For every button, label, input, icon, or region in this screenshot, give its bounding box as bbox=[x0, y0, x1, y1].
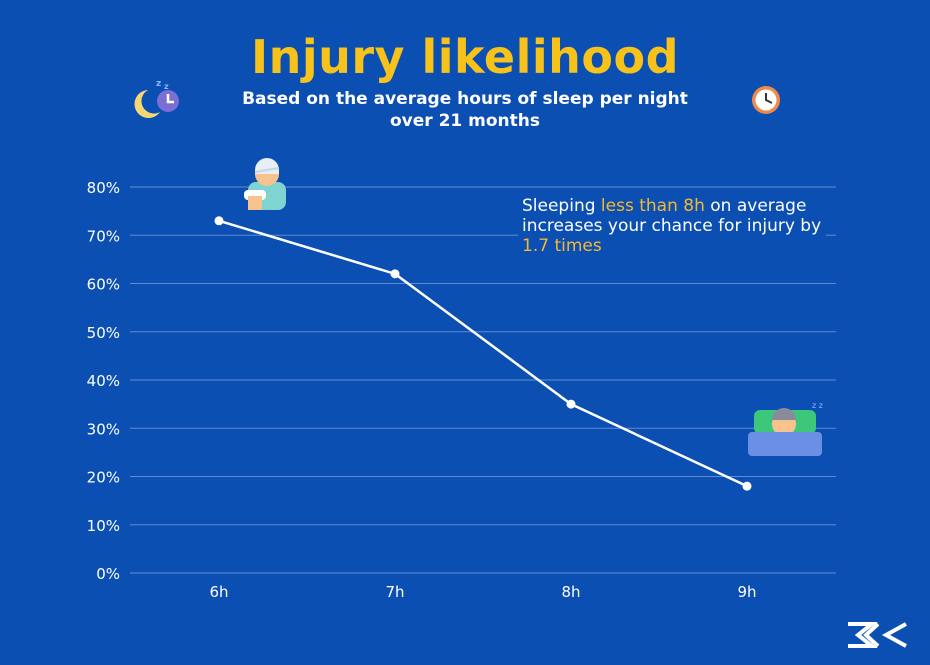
y-tick-label: 0% bbox=[96, 565, 120, 583]
y-tick-label: 20% bbox=[87, 469, 120, 487]
y-tick-label: 40% bbox=[87, 372, 120, 390]
data-point bbox=[742, 481, 752, 491]
chart-subtitle: Based on the average hours of sleep per … bbox=[150, 88, 780, 132]
subtitle-line-1: Based on the average hours of sleep per … bbox=[242, 89, 688, 109]
moon-clock-icon: z z bbox=[134, 79, 179, 118]
data-point bbox=[566, 399, 576, 409]
y-tick-label: 50% bbox=[87, 324, 120, 342]
svg-text:z: z bbox=[164, 82, 169, 91]
injured-person-icon bbox=[244, 158, 286, 210]
svg-text:z z: z z bbox=[812, 401, 823, 410]
y-tick-label: 80% bbox=[87, 179, 120, 197]
data-points bbox=[214, 216, 752, 491]
x-axis-ticks: 6h 7h 8h 9h bbox=[209, 583, 756, 601]
y-tick-label: 30% bbox=[87, 420, 120, 438]
x-tick-label: 8h bbox=[561, 583, 580, 601]
y-axis-ticks: 0% 10% 20% 30% 40% 50% 60% 70% 80% bbox=[87, 179, 120, 583]
sleeping-person-icon: z z bbox=[748, 401, 823, 456]
svg-text:z: z bbox=[156, 79, 161, 89]
note-highlight-2: 1.7 times bbox=[522, 236, 602, 256]
data-point bbox=[214, 216, 224, 226]
insight-note: Sleeping less than 8h on average increas… bbox=[518, 196, 826, 256]
chart-title: Injury likelihood bbox=[250, 30, 680, 84]
note-highlight-1: less than 8h bbox=[600, 196, 705, 216]
x-tick-label: 7h bbox=[385, 583, 404, 601]
subtitle-line-2: over 21 months bbox=[389, 111, 540, 131]
y-tick-label: 10% bbox=[87, 517, 120, 535]
y-tick-label: 70% bbox=[87, 227, 120, 245]
y-tick-label: 60% bbox=[87, 276, 120, 294]
grid-lines bbox=[130, 186, 836, 574]
x-tick-label: 6h bbox=[209, 583, 228, 601]
x-tick-label: 9h bbox=[737, 583, 756, 601]
note-text-1: Sleeping bbox=[522, 196, 601, 216]
data-point bbox=[390, 269, 400, 279]
alarm-clock-icon bbox=[752, 86, 780, 114]
note-text-2: on average increases your chance for inj… bbox=[522, 196, 822, 236]
brand-logo-icon bbox=[848, 622, 907, 648]
series-line bbox=[218, 219, 748, 488]
